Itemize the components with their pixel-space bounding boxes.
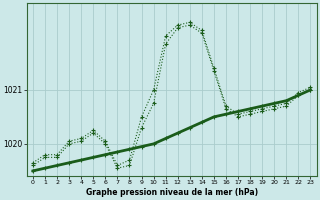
X-axis label: Graphe pression niveau de la mer (hPa): Graphe pression niveau de la mer (hPa) <box>86 188 258 197</box>
